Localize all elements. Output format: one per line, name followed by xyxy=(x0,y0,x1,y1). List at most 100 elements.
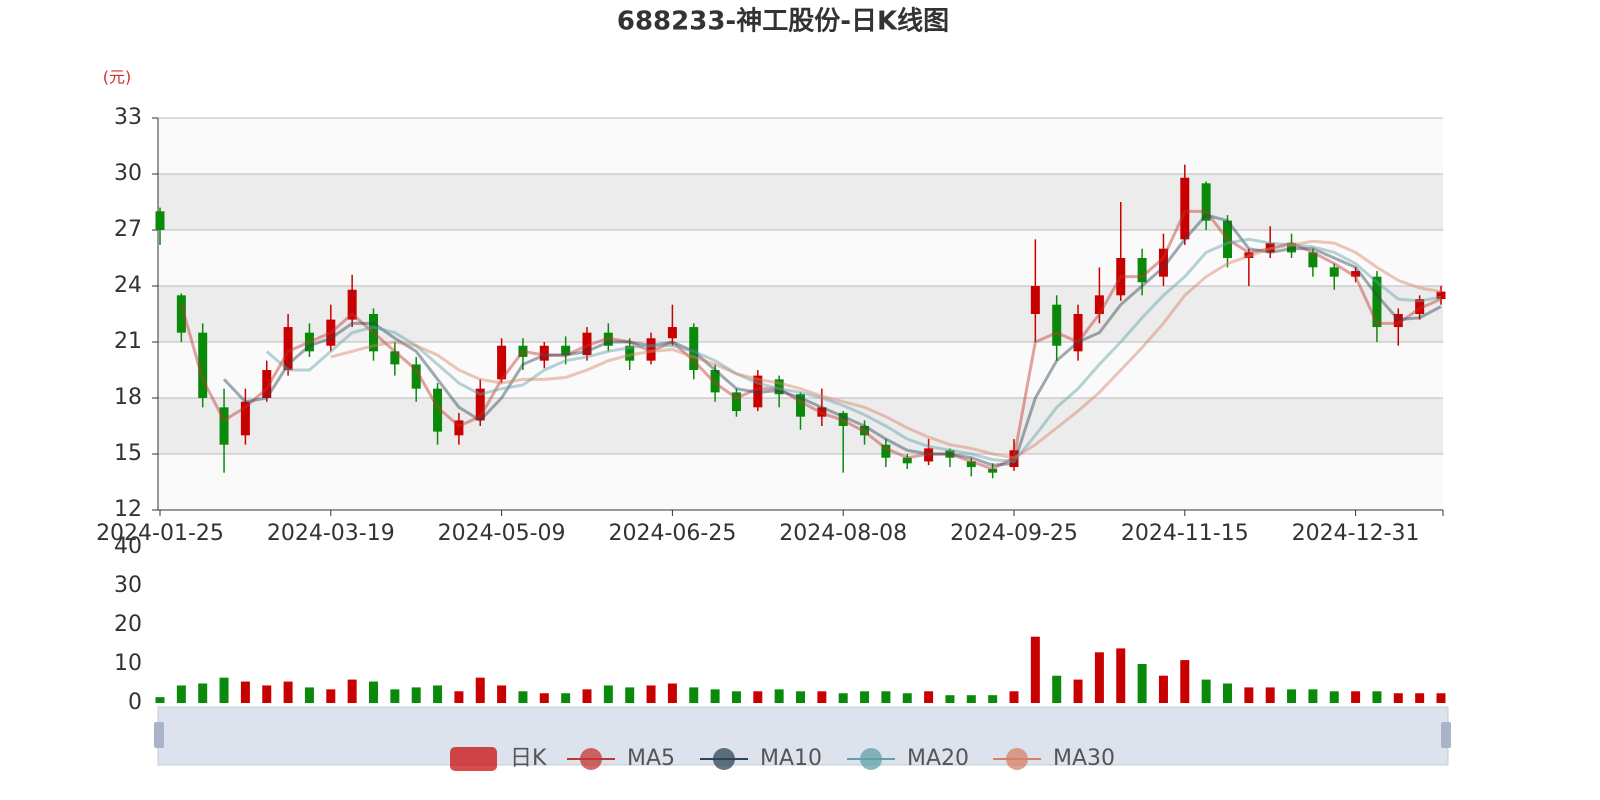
candle-body xyxy=(603,332,613,346)
candle-body xyxy=(219,407,229,445)
volume-bar xyxy=(838,693,848,703)
volume-bar xyxy=(497,685,507,703)
volume-bar xyxy=(1052,675,1062,703)
legend-icon xyxy=(580,748,602,770)
volume-bar xyxy=(176,685,186,703)
candle-body xyxy=(390,351,400,365)
ma-line xyxy=(179,209,1442,471)
candle-body xyxy=(1244,252,1254,258)
volume-bar xyxy=(1393,693,1403,703)
y-tick-label: 30 xyxy=(114,161,142,186)
x-tick-label: 2024-09-25 xyxy=(950,521,1078,546)
candle-body xyxy=(1030,286,1040,314)
volume-bar xyxy=(625,687,635,703)
candle-body xyxy=(1265,243,1275,253)
candle-body xyxy=(1329,267,1339,277)
volume-bar xyxy=(966,695,976,703)
candle-body xyxy=(1073,314,1083,352)
candle-body xyxy=(1009,450,1019,468)
candle-body xyxy=(774,379,784,395)
candle-body xyxy=(731,392,741,412)
candle-body xyxy=(539,345,549,361)
volume-bar xyxy=(988,695,998,703)
legend-label: MA30 xyxy=(1053,746,1115,771)
volume-bar xyxy=(1308,689,1318,703)
volume-bar xyxy=(689,687,699,703)
chart-title: 688233-神工股份-日K线图 xyxy=(617,7,949,37)
candle-body xyxy=(283,327,293,370)
volume-bar xyxy=(283,681,293,703)
candle-body xyxy=(817,407,827,417)
candle-body xyxy=(1201,183,1211,221)
y-tick-label: 33 xyxy=(114,105,142,130)
y-tick-label: 21 xyxy=(114,329,142,354)
volume-bar xyxy=(1351,691,1361,703)
volume-bar xyxy=(731,691,741,703)
candle-body xyxy=(796,394,805,417)
volume-bar xyxy=(411,687,421,703)
volume-tick-label: 10 xyxy=(114,651,142,676)
volume-bar xyxy=(240,681,250,703)
candle-body xyxy=(860,426,870,436)
candle-body xyxy=(518,345,528,357)
candle-body xyxy=(881,444,891,458)
x-tick-label: 2024-05-09 xyxy=(438,521,566,546)
volume-bar xyxy=(1287,689,1297,703)
candle-body xyxy=(1116,258,1126,296)
y-unit: (元) xyxy=(103,68,132,87)
volume-bar xyxy=(475,677,485,703)
volume-bar xyxy=(796,691,805,703)
data-zoom-slider[interactable] xyxy=(157,706,1449,766)
split-area xyxy=(158,118,1443,174)
candle-body xyxy=(667,327,677,339)
volume-tick-label: 40 xyxy=(114,534,142,559)
candle-body xyxy=(475,388,485,421)
volume-bar xyxy=(1265,687,1275,703)
volume-bar xyxy=(454,691,464,703)
volume-bar xyxy=(1116,648,1126,703)
volume-bar xyxy=(219,677,229,703)
volume-bar xyxy=(646,685,656,703)
volume-bar xyxy=(945,695,955,703)
volume-bar xyxy=(390,689,400,703)
volume-bar xyxy=(304,687,314,703)
volume-bar xyxy=(262,685,272,703)
y-tick-label: 12 xyxy=(114,497,142,522)
legend: 日K MA5 MA10 MA20 MA30 xyxy=(450,746,1115,771)
volume-bar xyxy=(1244,687,1254,703)
volume-bar xyxy=(1436,693,1446,703)
candle-body xyxy=(155,211,165,230)
split-area xyxy=(158,174,1443,230)
candle-body xyxy=(902,457,912,464)
x-tick-label: 2024-03-19 xyxy=(267,521,395,546)
volume-bar xyxy=(1073,679,1083,703)
volume-bar xyxy=(603,685,613,703)
volume-bar xyxy=(1415,693,1425,703)
legend-label: 日K xyxy=(510,746,547,771)
candle-body xyxy=(838,412,848,426)
volume-bar xyxy=(710,689,720,703)
candle-body xyxy=(1436,291,1446,300)
candle-body xyxy=(1393,314,1403,328)
volume-bar xyxy=(155,697,165,703)
volume-bar xyxy=(1201,679,1211,703)
volume-bar xyxy=(198,683,208,703)
volume-bar xyxy=(817,691,827,703)
candle-body xyxy=(1223,220,1232,258)
volume-bar xyxy=(561,693,571,703)
candle-body xyxy=(689,327,699,370)
volume-bar xyxy=(347,679,357,703)
volume-tick-label: 20 xyxy=(114,612,142,637)
zoom-handle[interactable] xyxy=(154,722,164,748)
candle-body xyxy=(240,401,250,436)
volume-bar xyxy=(667,683,677,703)
ma-line xyxy=(330,239,1442,460)
y-tick-label: 27 xyxy=(114,217,142,242)
y-tick-label: 18 xyxy=(114,385,142,410)
volume-bar xyxy=(326,689,336,703)
candle-body xyxy=(176,295,186,333)
volume-bar xyxy=(1372,691,1382,703)
legend-icon xyxy=(1006,748,1028,770)
y-tick-label: 15 xyxy=(114,441,142,466)
zoom-handle[interactable] xyxy=(1441,722,1451,748)
